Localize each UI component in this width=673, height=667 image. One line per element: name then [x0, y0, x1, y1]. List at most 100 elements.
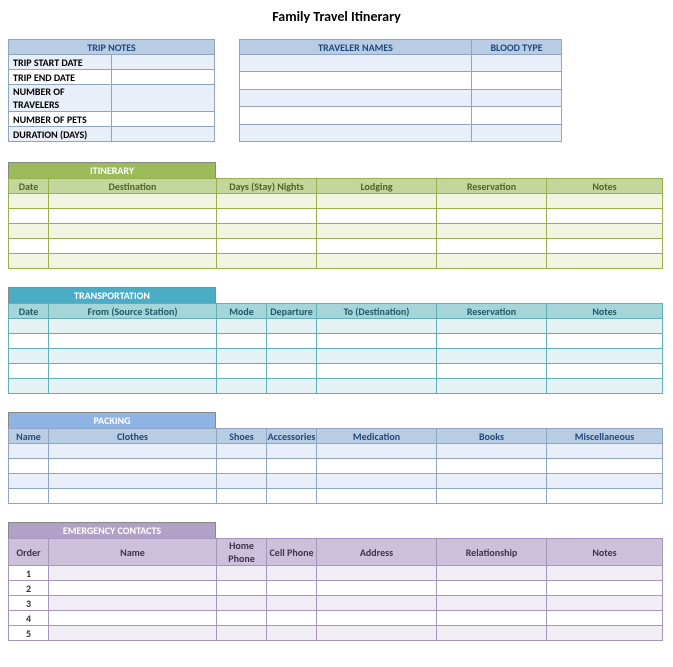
table-cell[interactable] — [547, 459, 663, 474]
trip-notes-cell[interactable] — [112, 55, 215, 70]
table-cell[interactable] — [9, 194, 49, 209]
table-cell[interactable] — [267, 474, 317, 489]
table-cell[interactable] — [437, 611, 547, 626]
table-cell[interactable] — [317, 224, 437, 239]
table-cell[interactable] — [267, 364, 317, 379]
table-cell[interactable] — [547, 334, 663, 349]
table-cell[interactable] — [9, 364, 49, 379]
table-cell[interactable] — [49, 254, 217, 269]
table-cell[interactable] — [437, 444, 547, 459]
table-cell[interactable] — [547, 319, 663, 334]
trip-notes-cell[interactable] — [112, 70, 215, 85]
table-cell[interactable] — [49, 474, 217, 489]
table-cell[interactable] — [547, 254, 663, 269]
table-cell[interactable] — [437, 379, 547, 394]
traveler-cell[interactable] — [472, 72, 562, 89]
table-cell[interactable] — [437, 209, 547, 224]
table-cell[interactable] — [547, 194, 663, 209]
table-cell[interactable] — [267, 596, 317, 611]
table-cell[interactable] — [547, 596, 663, 611]
table-cell[interactable] — [437, 474, 547, 489]
table-cell[interactable] — [547, 224, 663, 239]
trip-notes-cell[interactable] — [112, 112, 215, 127]
table-cell[interactable] — [437, 364, 547, 379]
table-cell[interactable] — [547, 626, 663, 641]
table-cell[interactable] — [317, 334, 437, 349]
table-cell[interactable] — [9, 254, 49, 269]
table-cell[interactable] — [49, 566, 217, 581]
table-cell[interactable] — [9, 209, 49, 224]
trip-notes-cell[interactable] — [112, 127, 215, 142]
table-cell[interactable] — [317, 444, 437, 459]
table-cell[interactable] — [547, 474, 663, 489]
table-cell[interactable] — [547, 364, 663, 379]
table-cell[interactable] — [317, 349, 437, 364]
table-cell[interactable] — [317, 239, 437, 254]
table-cell[interactable] — [267, 349, 317, 364]
table-cell[interactable] — [9, 349, 49, 364]
table-cell[interactable] — [437, 239, 547, 254]
table-cell[interactable] — [49, 489, 217, 504]
table-cell[interactable] — [217, 224, 317, 239]
table-cell[interactable] — [49, 459, 217, 474]
table-cell[interactable] — [317, 254, 437, 269]
table-cell[interactable] — [217, 474, 267, 489]
table-cell[interactable] — [9, 319, 49, 334]
table-cell[interactable] — [267, 581, 317, 596]
table-cell[interactable] — [9, 489, 49, 504]
table-cell[interactable] — [217, 319, 267, 334]
table-cell[interactable] — [9, 224, 49, 239]
table-cell[interactable] — [267, 319, 317, 334]
table-cell[interactable] — [547, 444, 663, 459]
table-cell[interactable] — [217, 596, 267, 611]
table-cell[interactable] — [317, 611, 437, 626]
table-cell[interactable] — [317, 459, 437, 474]
table-cell[interactable] — [317, 596, 437, 611]
table-cell[interactable] — [9, 459, 49, 474]
table-cell[interactable] — [217, 379, 267, 394]
table-cell[interactable] — [317, 566, 437, 581]
table-cell[interactable] — [267, 459, 317, 474]
table-cell[interactable] — [217, 566, 267, 581]
table-cell[interactable] — [547, 209, 663, 224]
table-cell[interactable] — [547, 239, 663, 254]
table-cell[interactable] — [317, 194, 437, 209]
traveler-cell[interactable] — [240, 55, 472, 72]
table-cell[interactable] — [9, 444, 49, 459]
table-cell[interactable] — [437, 489, 547, 504]
table-cell[interactable] — [317, 626, 437, 641]
table-cell[interactable] — [9, 334, 49, 349]
table-cell[interactable] — [49, 596, 217, 611]
table-cell[interactable] — [437, 334, 547, 349]
table-cell[interactable] — [49, 334, 217, 349]
table-cell[interactable] — [437, 626, 547, 641]
table-cell[interactable] — [217, 209, 317, 224]
table-cell[interactable] — [267, 334, 317, 349]
table-cell[interactable] — [49, 581, 217, 596]
traveler-cell[interactable] — [240, 72, 472, 89]
table-cell[interactable] — [49, 224, 217, 239]
table-cell[interactable] — [217, 459, 267, 474]
table-cell[interactable] — [437, 319, 547, 334]
traveler-cell[interactable] — [472, 107, 562, 124]
table-cell[interactable] — [437, 254, 547, 269]
table-cell[interactable] — [217, 611, 267, 626]
table-cell[interactable] — [49, 444, 217, 459]
traveler-cell[interactable] — [472, 55, 562, 72]
table-cell[interactable] — [317, 474, 437, 489]
table-cell[interactable] — [437, 194, 547, 209]
table-cell[interactable] — [437, 349, 547, 364]
table-cell[interactable] — [217, 194, 317, 209]
traveler-cell[interactable] — [472, 89, 562, 106]
table-cell[interactable] — [437, 224, 547, 239]
table-cell[interactable] — [49, 611, 217, 626]
traveler-cell[interactable] — [240, 89, 472, 106]
table-cell[interactable] — [437, 581, 547, 596]
table-cell[interactable] — [267, 566, 317, 581]
table-cell[interactable] — [49, 626, 217, 641]
table-cell[interactable] — [437, 596, 547, 611]
table-cell[interactable] — [317, 581, 437, 596]
table-cell[interactable] — [317, 364, 437, 379]
table-cell[interactable] — [547, 581, 663, 596]
traveler-cell[interactable] — [240, 124, 472, 141]
